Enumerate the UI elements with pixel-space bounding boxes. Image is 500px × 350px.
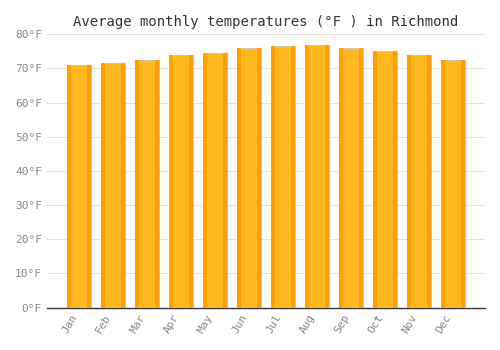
- Bar: [372, 51, 377, 308]
- Bar: [460, 60, 465, 308]
- Bar: [270, 46, 295, 308]
- Bar: [101, 63, 105, 308]
- Bar: [189, 55, 193, 308]
- Bar: [304, 44, 309, 308]
- Bar: [406, 55, 411, 308]
- Bar: [358, 48, 363, 308]
- Bar: [121, 63, 125, 308]
- Bar: [392, 51, 397, 308]
- Bar: [155, 60, 159, 308]
- Bar: [304, 44, 329, 308]
- Bar: [168, 55, 173, 308]
- Bar: [440, 60, 465, 308]
- Bar: [168, 55, 193, 308]
- Bar: [406, 55, 431, 308]
- Bar: [291, 46, 295, 308]
- Bar: [372, 51, 397, 308]
- Bar: [270, 46, 275, 308]
- Bar: [101, 63, 125, 308]
- Bar: [440, 60, 445, 308]
- Bar: [202, 53, 227, 308]
- Bar: [257, 48, 261, 308]
- Bar: [67, 65, 91, 308]
- Bar: [426, 55, 431, 308]
- Bar: [223, 53, 227, 308]
- Bar: [236, 48, 241, 308]
- Bar: [134, 60, 159, 308]
- Title: Average monthly temperatures (°F ) in Richmond: Average monthly temperatures (°F ) in Ri…: [74, 15, 458, 29]
- Bar: [87, 65, 91, 308]
- Bar: [324, 44, 329, 308]
- Bar: [67, 65, 71, 308]
- Bar: [134, 60, 139, 308]
- Bar: [338, 48, 343, 308]
- Bar: [202, 53, 207, 308]
- Bar: [236, 48, 261, 308]
- Bar: [338, 48, 363, 308]
